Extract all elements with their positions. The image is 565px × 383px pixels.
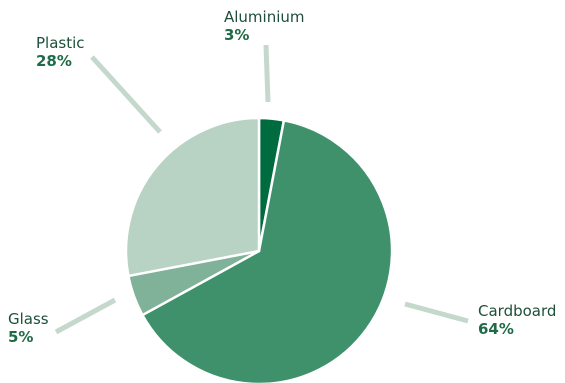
slice-cardboard	[140, 118, 394, 383]
label-plastic-name: Plastic	[36, 34, 85, 52]
leader-glass	[54, 297, 117, 335]
label-plastic: Plastic 28%	[36, 34, 85, 70]
label-glass: Glass 5%	[8, 310, 49, 346]
leader-cardboard	[404, 301, 469, 324]
label-aluminium: Aluminium 3%	[224, 8, 305, 44]
label-aluminium-value: 3%	[224, 26, 250, 44]
label-cardboard: Cardboard 64%	[478, 302, 556, 338]
leader-plastic	[90, 55, 162, 134]
slice-plastic	[124, 116, 261, 278]
pie-slices	[124, 116, 394, 383]
label-cardboard-value: 64%	[478, 320, 514, 338]
leader-lines	[54, 44, 469, 335]
label-glass-name: Glass	[8, 310, 49, 328]
label-glass-value: 5%	[8, 328, 34, 346]
label-aluminium-name: Aluminium	[224, 8, 305, 26]
label-cardboard-name: Cardboard	[478, 302, 557, 320]
label-plastic-value: 28%	[36, 52, 72, 70]
leader-aluminium	[263, 44, 271, 103]
